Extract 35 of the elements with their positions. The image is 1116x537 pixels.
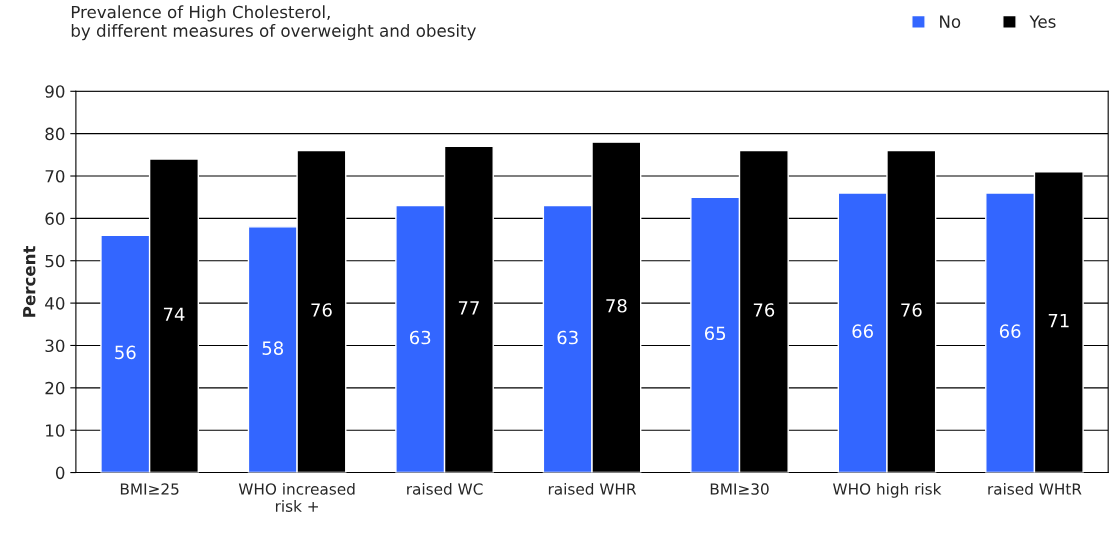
x-tick-label: WHO high risk	[833, 482, 942, 498]
y-tick-label: 20	[45, 381, 65, 395]
data-label: 56	[115, 345, 136, 360]
x-tick-label: raised WC	[407, 482, 483, 495]
data-label: 63	[410, 330, 431, 345]
y-tick-label: 90	[45, 85, 65, 98]
data-label: 66	[852, 324, 873, 338]
legend-label: Yes	[1029, 15, 1056, 28]
data-label: 78	[606, 298, 627, 313]
x-tick-label: BMI≥30	[710, 483, 769, 495]
chart-title: Prevalence of High Cholesterol, by different measures of overweight and obesity	[71, 5, 476, 41]
data-label: 74	[163, 307, 185, 321]
data-label: 76	[311, 303, 332, 317]
y-tick-label: 0	[55, 466, 65, 480]
data-label: 76	[901, 303, 922, 317]
y-tick-label: 40	[45, 297, 65, 310]
y-tick-label: 10	[46, 424, 65, 437]
y-tick-label: 30	[45, 339, 65, 353]
data-label: 77	[458, 301, 479, 315]
x-tick-label: raised WHtR	[988, 482, 1082, 495]
x-tick-label: raised WHR	[548, 482, 637, 495]
data-label: 58	[262, 341, 284, 355]
legend-label: No	[940, 15, 961, 28]
data-label: 71	[1048, 313, 1069, 328]
x-tick-label: BMI≥25	[120, 483, 179, 495]
y-tick-label: 70	[45, 169, 65, 183]
y-tick-label: 60	[45, 212, 65, 225]
y-tick-label: 50	[45, 254, 65, 268]
y-tick-label: 80	[45, 127, 65, 141]
data-label: 76	[753, 303, 775, 317]
x-tick-label: WHO increased risk +	[238, 482, 355, 512]
data-label: 65	[704, 326, 726, 341]
data-label: 63	[557, 330, 578, 345]
y-axis-title: Percent	[23, 245, 36, 317]
data-label: 66	[999, 324, 1021, 338]
